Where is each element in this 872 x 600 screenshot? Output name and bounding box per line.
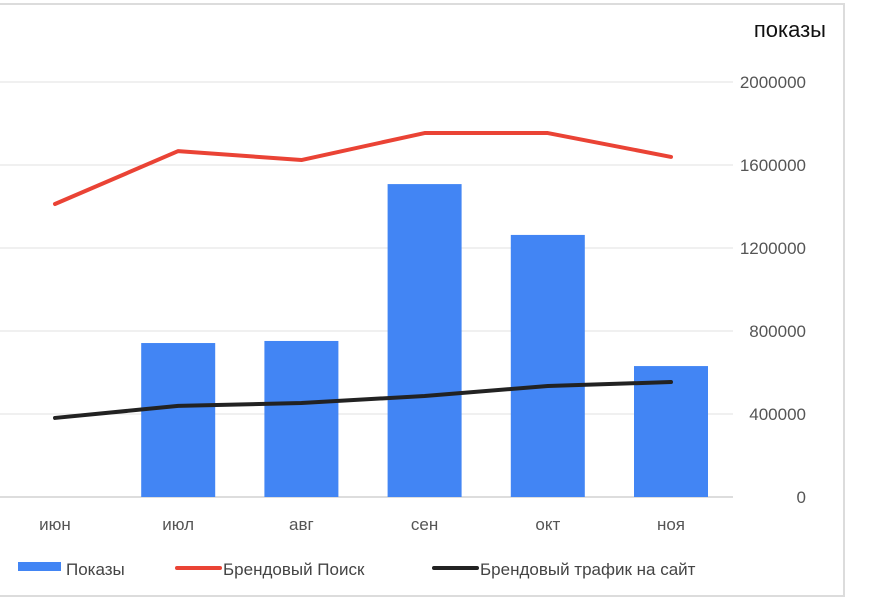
legend-label: Показы <box>66 560 125 579</box>
y-tick-label: 2000000 <box>740 73 806 92</box>
chart-frame <box>0 3 845 597</box>
gridlines <box>0 81 733 498</box>
y-tick-label: 0 <box>797 488 806 507</box>
legend-label: Брендовый трафик на сайт <box>480 560 696 579</box>
bar-июл <box>141 343 216 497</box>
bar-ноя <box>634 366 708 497</box>
x-tick-label: ноя <box>657 515 685 534</box>
y-tick-label: 400000 <box>749 405 806 424</box>
legend: Показы Брендовый Поиск Брендовый трафик на… <box>18 560 696 579</box>
legend-swatch-bar <box>18 562 61 571</box>
line-series-1 <box>53 131 673 207</box>
lines <box>53 131 673 420</box>
y-tick-label: 1600000 <box>740 156 806 175</box>
x-axis-ticks: июн июл авг сен окт ноя <box>39 515 685 534</box>
x-tick-label: окт <box>535 515 560 534</box>
legend-label: Брендовый Поиск <box>223 560 365 579</box>
bar-окт <box>510 234 585 498</box>
y-tick-label: 800000 <box>749 322 806 341</box>
bar-авг <box>264 340 339 497</box>
y-axis-title: показы <box>754 17 826 42</box>
bar-сен <box>387 184 462 497</box>
y-tick-label: 1200000 <box>740 239 806 258</box>
x-tick-label: июн <box>39 515 71 534</box>
x-tick-label: июл <box>162 515 194 534</box>
line-series-2 <box>53 380 673 420</box>
y-axis-ticks: 0 400000 800000 1200000 1600000 2000000 <box>740 73 806 507</box>
x-tick-label: сен <box>411 515 438 534</box>
x-tick-label: авг <box>289 515 314 534</box>
bars <box>141 184 708 498</box>
